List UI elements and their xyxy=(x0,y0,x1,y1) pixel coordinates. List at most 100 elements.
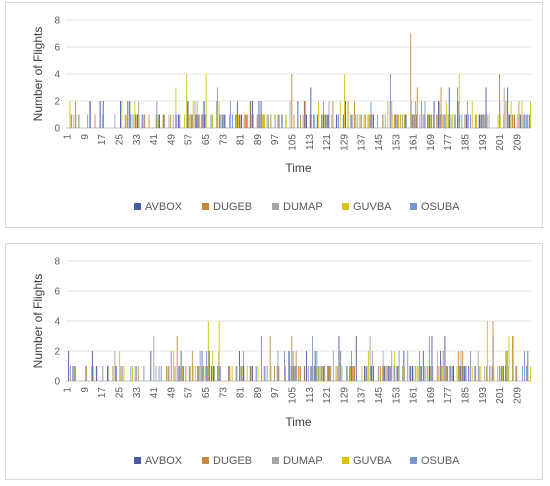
bar-avbox xyxy=(74,366,76,381)
bar-avbox xyxy=(115,366,117,381)
bar-dumap xyxy=(289,101,291,128)
bar-guvba xyxy=(486,321,488,381)
bar-dugeb xyxy=(300,114,301,128)
bar-dumap xyxy=(155,366,157,381)
bar-osuba xyxy=(290,366,292,381)
bar-dugeb xyxy=(438,366,440,381)
bar-guvba xyxy=(218,321,220,381)
bar-avbox xyxy=(468,366,470,381)
bar-avbox xyxy=(481,114,483,128)
bar-osuba xyxy=(521,366,523,381)
bar-guvba xyxy=(456,366,458,381)
bar-dumap xyxy=(382,351,384,381)
bar-dugeb xyxy=(189,366,191,381)
bar-osuba xyxy=(450,366,452,381)
x-tick-label: 33 xyxy=(132,387,143,399)
bar-dumap xyxy=(107,366,109,381)
bar-avbox xyxy=(288,351,290,381)
x-tick-label: 169 xyxy=(426,134,437,151)
bar-avbox xyxy=(141,114,143,128)
bar-avbox xyxy=(479,114,480,128)
x-tick-label: 113 xyxy=(305,387,316,403)
bar-guvba xyxy=(134,101,136,128)
bar-avbox xyxy=(507,87,509,128)
bar-guvba xyxy=(486,114,488,128)
bar-guvba xyxy=(270,114,272,128)
bar-osuba xyxy=(398,351,400,381)
bar-avbox xyxy=(252,101,253,128)
bar-osuba xyxy=(411,114,413,128)
bar-dugeb xyxy=(349,366,351,381)
legend-item: DUGEB xyxy=(202,201,252,213)
x-tick-label: 25 xyxy=(114,134,125,146)
bar-dugeb xyxy=(263,114,265,128)
bar-osuba xyxy=(439,114,441,128)
bar-osuba xyxy=(216,87,218,128)
bar-avbox xyxy=(444,114,446,128)
bar-guvba xyxy=(93,366,95,381)
bar-dugeb xyxy=(442,114,444,128)
x-tick-label: 33 xyxy=(132,134,143,146)
legend-swatch xyxy=(134,457,141,464)
bar-avbox xyxy=(429,366,431,381)
x-tick-label: 153 xyxy=(391,134,402,151)
bar-osuba xyxy=(210,114,212,128)
bar-guvba xyxy=(499,114,501,128)
bar-dugeb xyxy=(239,366,241,381)
bar-avbox xyxy=(373,366,375,381)
bar-guvba xyxy=(229,366,231,381)
bar-dumap xyxy=(449,366,451,381)
bar-dumap xyxy=(224,114,226,128)
bar-dumap xyxy=(341,366,343,381)
legend-item: DUGEB xyxy=(202,455,252,467)
bar-dugeb xyxy=(135,114,137,128)
bar-guvba xyxy=(181,366,183,381)
bar-avbox xyxy=(182,366,184,381)
bar-dugeb xyxy=(447,366,448,381)
bar-avbox xyxy=(72,366,74,381)
bar-avbox xyxy=(412,366,413,381)
bar-guvba xyxy=(363,114,365,128)
bar-osuba xyxy=(524,351,525,381)
bar-dugeb xyxy=(395,114,397,128)
bar-dumap xyxy=(252,114,254,128)
bar-guvba xyxy=(125,114,127,128)
bar-guvba xyxy=(359,114,361,128)
bar-guvba xyxy=(335,366,337,381)
bar-osuba xyxy=(292,351,294,381)
bar-osuba xyxy=(132,114,134,128)
bar-dugeb xyxy=(442,351,444,381)
bar-dumap xyxy=(168,114,170,128)
legend-swatch xyxy=(410,203,417,210)
y-tick-label: 8 xyxy=(54,16,60,27)
bar-avbox xyxy=(345,101,346,128)
y-tick-label: 4 xyxy=(54,70,60,81)
bar-dugeb xyxy=(321,366,323,381)
bar-guvba xyxy=(480,366,482,381)
bar-dumap xyxy=(114,351,116,381)
bar-osuba xyxy=(461,114,463,128)
y-tick-label: 8 xyxy=(54,257,60,268)
bar-guvba xyxy=(270,366,272,381)
bar-avbox xyxy=(204,114,206,128)
bar-dugeb xyxy=(328,366,330,381)
bar-dumap xyxy=(259,114,261,128)
bar-avbox xyxy=(383,366,385,381)
bar-avbox xyxy=(316,114,318,128)
bar-dumap xyxy=(75,114,77,128)
bar-dugeb xyxy=(321,114,323,128)
bar-osuba xyxy=(353,366,355,381)
bar-osuba xyxy=(314,114,316,128)
bar-osuba xyxy=(515,366,517,381)
bar-dumap xyxy=(168,366,170,381)
bar-osuba xyxy=(413,114,415,128)
bar-osuba xyxy=(284,351,285,381)
bar-guvba xyxy=(493,366,495,381)
bar-guvba xyxy=(445,101,447,128)
bar-avbox xyxy=(370,366,372,381)
bar-dugeb xyxy=(462,351,464,381)
bar-dugeb xyxy=(330,366,332,381)
bar-avbox xyxy=(433,101,435,128)
bar-guvba xyxy=(173,351,175,381)
bar-dumap xyxy=(203,101,205,128)
